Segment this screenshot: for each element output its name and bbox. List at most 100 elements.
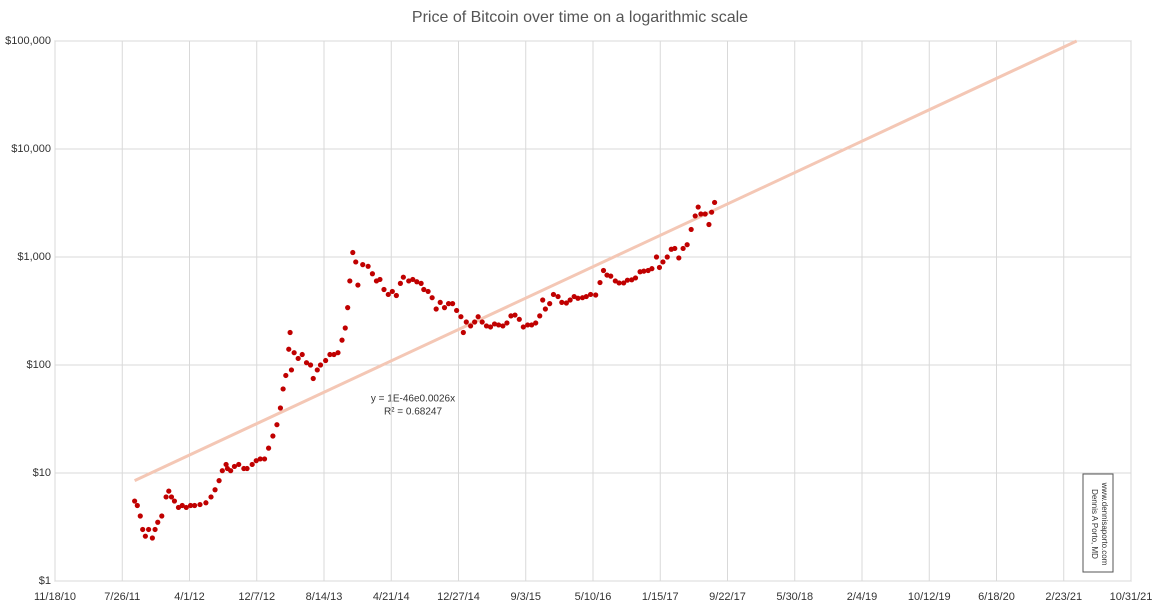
data-point <box>137 513 143 519</box>
x-tick-label: 12/7/12 <box>238 591 275 603</box>
trend-r2: R² = 0.68247 <box>384 407 443 418</box>
data-point <box>274 422 280 428</box>
data-point <box>146 526 152 533</box>
data-point <box>310 375 316 382</box>
data-point <box>429 295 435 301</box>
x-tick-label: 5/30/18 <box>776 591 813 603</box>
data-point <box>327 351 333 358</box>
data-point <box>542 306 548 312</box>
data-point <box>295 355 301 362</box>
data-point <box>307 362 314 368</box>
data-point <box>132 498 138 504</box>
data-point <box>197 501 203 508</box>
data-point <box>291 350 297 356</box>
data-point <box>389 288 395 295</box>
y-tick-label: $100,000 <box>5 35 51 47</box>
data-point <box>155 519 161 525</box>
data-point <box>664 254 670 260</box>
data-point <box>487 324 494 330</box>
data-point <box>314 367 320 373</box>
data-point <box>437 299 443 305</box>
data-point <box>550 291 557 298</box>
data-point <box>616 280 622 286</box>
data-point <box>140 526 146 533</box>
data-point <box>458 314 464 320</box>
data-point <box>567 297 573 303</box>
data-point <box>600 267 607 274</box>
data-point <box>277 405 284 411</box>
data-point <box>287 329 293 336</box>
y-tick-label: $1,000 <box>17 251 51 263</box>
data-point <box>533 320 539 326</box>
data-point <box>166 488 172 494</box>
x-tick-label: 11/18/10 <box>34 591 76 603</box>
data-point <box>265 445 272 451</box>
data-point <box>353 259 359 265</box>
data-point <box>621 280 627 286</box>
data-point <box>433 306 439 312</box>
data-point <box>355 282 361 288</box>
data-point <box>632 275 639 281</box>
data-point <box>641 268 647 274</box>
data-point <box>491 321 498 327</box>
data-point <box>529 322 535 328</box>
data-point <box>168 494 175 500</box>
x-tick-label: 2/4/19 <box>847 591 878 603</box>
data-point <box>421 286 427 293</box>
data-point <box>555 293 561 300</box>
data-point <box>597 279 603 286</box>
data-point <box>441 305 448 311</box>
data-point <box>516 316 522 322</box>
data-point <box>547 301 553 307</box>
data-point <box>377 276 383 283</box>
data-point <box>236 461 242 468</box>
data-point <box>323 357 329 364</box>
data-point <box>460 329 466 336</box>
data-point <box>525 322 531 328</box>
data-point <box>299 351 305 358</box>
data-point <box>253 458 259 464</box>
data-point <box>483 323 490 329</box>
watermark-url: www.dennisaporto.com <box>1100 482 1109 566</box>
data-point <box>183 504 189 511</box>
data-point <box>540 297 546 303</box>
data-point <box>676 255 682 261</box>
data-point <box>475 314 481 320</box>
data-point <box>414 279 420 285</box>
data-point <box>393 292 399 299</box>
data-point <box>575 295 581 301</box>
x-tick-label: 10/31/21 <box>1110 591 1153 603</box>
data-point <box>688 226 694 233</box>
data-point <box>512 312 518 318</box>
data-point <box>203 500 209 506</box>
x-tick-label: 8/14/13 <box>306 591 343 603</box>
data-point <box>684 242 690 248</box>
data-point <box>179 502 185 509</box>
data-point <box>656 264 663 271</box>
data-point <box>397 280 403 286</box>
data-point <box>624 277 631 283</box>
data-point <box>342 325 348 331</box>
y-tick-label: $10 <box>33 467 51 479</box>
y-tick-label: $10,000 <box>11 143 51 155</box>
watermark-name: Dennis A Porto, MD <box>1090 489 1099 559</box>
data-point <box>286 346 292 352</box>
data-point <box>339 337 345 343</box>
data-point <box>171 498 178 504</box>
data-point <box>223 461 229 468</box>
data-point <box>463 319 469 325</box>
x-tick-label: 1/15/17 <box>642 591 679 603</box>
data-point <box>216 478 222 484</box>
data-point <box>283 372 289 379</box>
data-point <box>479 319 485 325</box>
data-point <box>152 526 158 533</box>
data-point <box>335 350 341 356</box>
data-point <box>410 276 416 283</box>
data-point <box>350 249 356 256</box>
data-point <box>345 305 351 311</box>
data-point <box>702 211 708 217</box>
data-point <box>495 322 502 328</box>
data-point <box>347 278 353 284</box>
